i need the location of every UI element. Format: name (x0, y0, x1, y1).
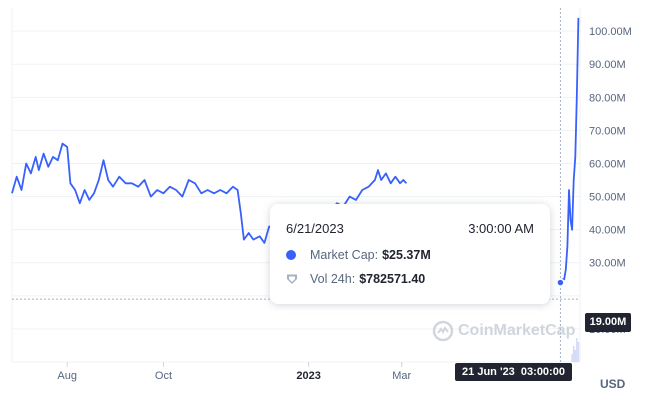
volume-bars (571, 338, 580, 362)
y-tick-label: 50.00M (589, 192, 626, 204)
tooltip-market-cap-value: $25.37M (382, 248, 431, 262)
market-cap-dot-icon (286, 250, 296, 260)
x-axis: Aug Oct 2023 Mar (57, 362, 412, 382)
tooltip-time: 3:00:00 AM (468, 221, 534, 236)
crosshair-date-tag: 21 Jun '23 03:00:00 (455, 363, 572, 381)
x-tick-label: 2023 (296, 370, 320, 382)
x-tick-label: Mar (392, 370, 411, 382)
tooltip-volume-value: $782571.40 (359, 272, 426, 286)
y-tick-label: 100.00M (589, 26, 632, 38)
volume-bar (571, 354, 573, 362)
y-tick-label: 70.00M (589, 125, 626, 137)
volume-shield-icon (287, 274, 297, 284)
volume-bar (576, 338, 578, 362)
tooltip-market-cap-label: Market Cap: (310, 248, 379, 262)
y-tick-label: 90.00M (589, 59, 626, 71)
x-tick-label: Oct (155, 370, 172, 382)
y-axis: 10.00M30.00M40.00M50.00M60.00M70.00M80.0… (589, 26, 632, 336)
x-tick-label: Aug (57, 370, 77, 382)
y-tick-label: 80.00M (589, 92, 626, 104)
volume-bar (572, 346, 575, 362)
tooltip-volume-label: Vol 24h: (310, 272, 356, 286)
y-tick-label: 30.00M (589, 258, 626, 270)
y-tick-label: 60.00M (589, 158, 626, 170)
tooltip-market-cap-row: Market Cap: $25.37M (286, 248, 431, 262)
tooltip-volume-row: Vol 24h: $782571.40 (286, 272, 425, 286)
hover-point (556, 278, 565, 287)
market-cap-line[interactable] (11, 17, 580, 284)
tooltip-date: 6/21/2023 (286, 221, 344, 236)
current-price-tag: 19.00M (585, 313, 631, 332)
watermark: CoinMarketCap (432, 320, 575, 342)
chart-tooltip: 6/21/2023 3:00:00 AM Market Cap: $25.37M… (270, 204, 550, 304)
watermark-text: CoinMarketCap (458, 322, 576, 339)
y-tick-label: 40.00M (589, 225, 626, 237)
volume-bar (574, 350, 577, 362)
coinmarketcap-logo-icon (432, 320, 454, 342)
volume-bar (577, 342, 580, 362)
currency-label: USD (600, 377, 626, 391)
